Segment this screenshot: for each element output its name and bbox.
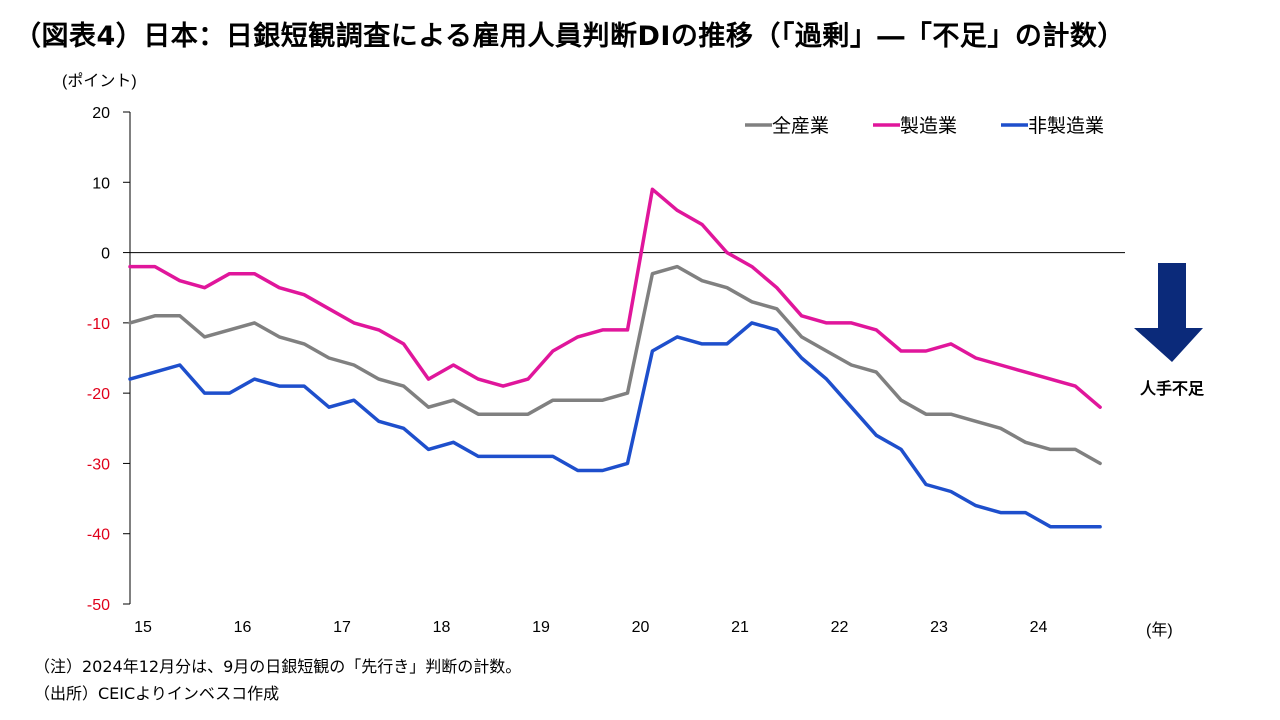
labor-shortage-label: 人手不足: [1140, 379, 1205, 398]
axes: [123, 111, 1125, 605]
x-tick-label: 17: [333, 619, 351, 636]
down-arrow-icon: [1134, 263, 1203, 362]
series-line: [128, 321, 1102, 529]
labor-shortage-arrow: 人手不足: [1134, 263, 1205, 398]
y-tick-label: -30: [87, 456, 110, 473]
y-tick-label: -20: [87, 386, 110, 403]
series-lines: [128, 187, 1102, 529]
y-tick-label: -40: [87, 527, 110, 544]
legend-label: 全産業: [772, 115, 829, 137]
x-tick-label: 18: [433, 619, 451, 636]
y-tick-label: 20: [92, 105, 110, 122]
y-tick-label: -10: [87, 316, 110, 333]
y-tick-label: 10: [92, 175, 110, 192]
y-tick-labels: 20 10 0 -10 -20 -30 -40 -50: [87, 105, 110, 614]
series-line: [128, 264, 1102, 466]
footnote-source: （出所）CEICよりインベスコ作成: [34, 684, 280, 703]
x-tick-label: 22: [831, 619, 849, 636]
x-tick-label: 21: [731, 619, 749, 636]
y-axis-unit-label: (ポイント): [62, 72, 137, 90]
y-tick-label: -50: [87, 597, 110, 614]
x-tick-label: 20: [632, 619, 650, 636]
legend-label: 製造業: [900, 115, 957, 137]
footnote-note: （注）2024年12月分は、9月の日銀短観の「先行き」判断の計数。: [34, 657, 522, 676]
legend: 全産業 製造業 非製造業: [745, 115, 1104, 137]
x-tick-label: 19: [532, 619, 550, 636]
series-line: [128, 187, 1102, 409]
x-tick-label: 24: [1030, 619, 1048, 636]
chart-title: （図表4）日本：日銀短観調査による雇用人員判断DIの推移（「過剰」―「不足」の計…: [14, 21, 1125, 52]
y-tick-label: 0: [101, 246, 110, 263]
x-tick-label: 16: [234, 619, 252, 636]
x-tick-labels: 15 16 17 18 19 20 21 22 23 24: [134, 619, 1047, 636]
x-tick-label: 23: [930, 619, 948, 636]
x-tick-label: 15: [134, 619, 152, 636]
legend-label: 非製造業: [1028, 115, 1104, 137]
x-axis-unit-label: (年): [1146, 621, 1173, 639]
